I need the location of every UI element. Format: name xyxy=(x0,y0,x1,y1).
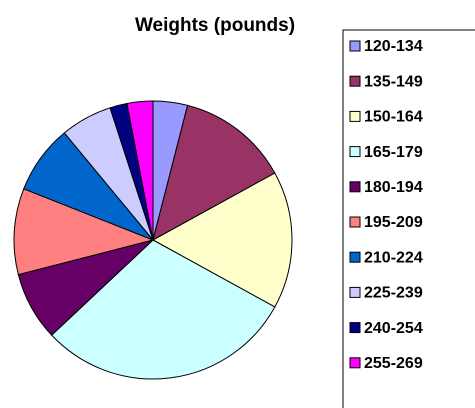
legend-swatch xyxy=(349,286,361,298)
legend-label: 120-134 xyxy=(364,38,423,55)
chart-title: Weights (pounds) xyxy=(135,15,295,36)
pie-slice xyxy=(152,104,276,241)
legend-box xyxy=(342,29,475,408)
legend-label: 255-269 xyxy=(364,355,423,372)
legend-swatch xyxy=(349,181,361,193)
legend-swatch xyxy=(349,110,361,122)
legend-label: 225-239 xyxy=(364,285,423,302)
legend-swatch xyxy=(349,40,361,52)
legend-swatch xyxy=(349,146,361,158)
legend-label: 165-179 xyxy=(364,144,423,161)
legend-swatch xyxy=(349,75,361,87)
legend-swatch xyxy=(349,322,361,334)
legend-label: 240-254 xyxy=(364,320,423,337)
legend-swatch xyxy=(349,357,361,369)
legend-swatch xyxy=(349,251,361,263)
pie-slice xyxy=(50,239,276,380)
legend-label: 210-224 xyxy=(364,249,423,266)
legend-label: 135-149 xyxy=(364,73,423,90)
pie-slice xyxy=(13,188,155,276)
legend-label: 150-164 xyxy=(364,109,423,126)
legend-swatch xyxy=(349,216,361,228)
pie-slice xyxy=(151,172,293,308)
legend-label: 180-194 xyxy=(364,179,423,196)
legend-label: 195-209 xyxy=(364,214,423,231)
pie-slice xyxy=(126,100,154,241)
